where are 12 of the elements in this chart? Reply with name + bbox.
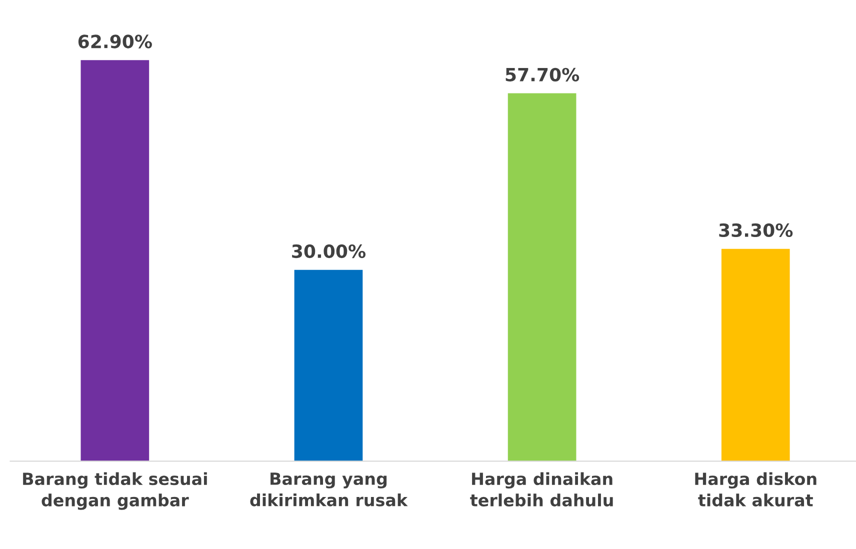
x-tick-label: Barang yang dikirimkan rusak (250, 472, 408, 506)
bar (721, 248, 790, 462)
x-tick-label: Harga dinaikan terlebih dahulu (470, 472, 613, 506)
bar (80, 60, 150, 462)
data-label: 30.00% (292, 244, 366, 258)
data-label: 57.70% (506, 68, 580, 82)
bar (508, 93, 576, 462)
x-tick-label: Barang tidak sesuai dengan gambar (23, 472, 207, 510)
data-label: 33.30% (719, 223, 793, 238)
x-tick-label: Harga diskon tidak akurat (695, 472, 816, 506)
data-label: 62.90% (78, 34, 152, 48)
bar (294, 270, 363, 462)
